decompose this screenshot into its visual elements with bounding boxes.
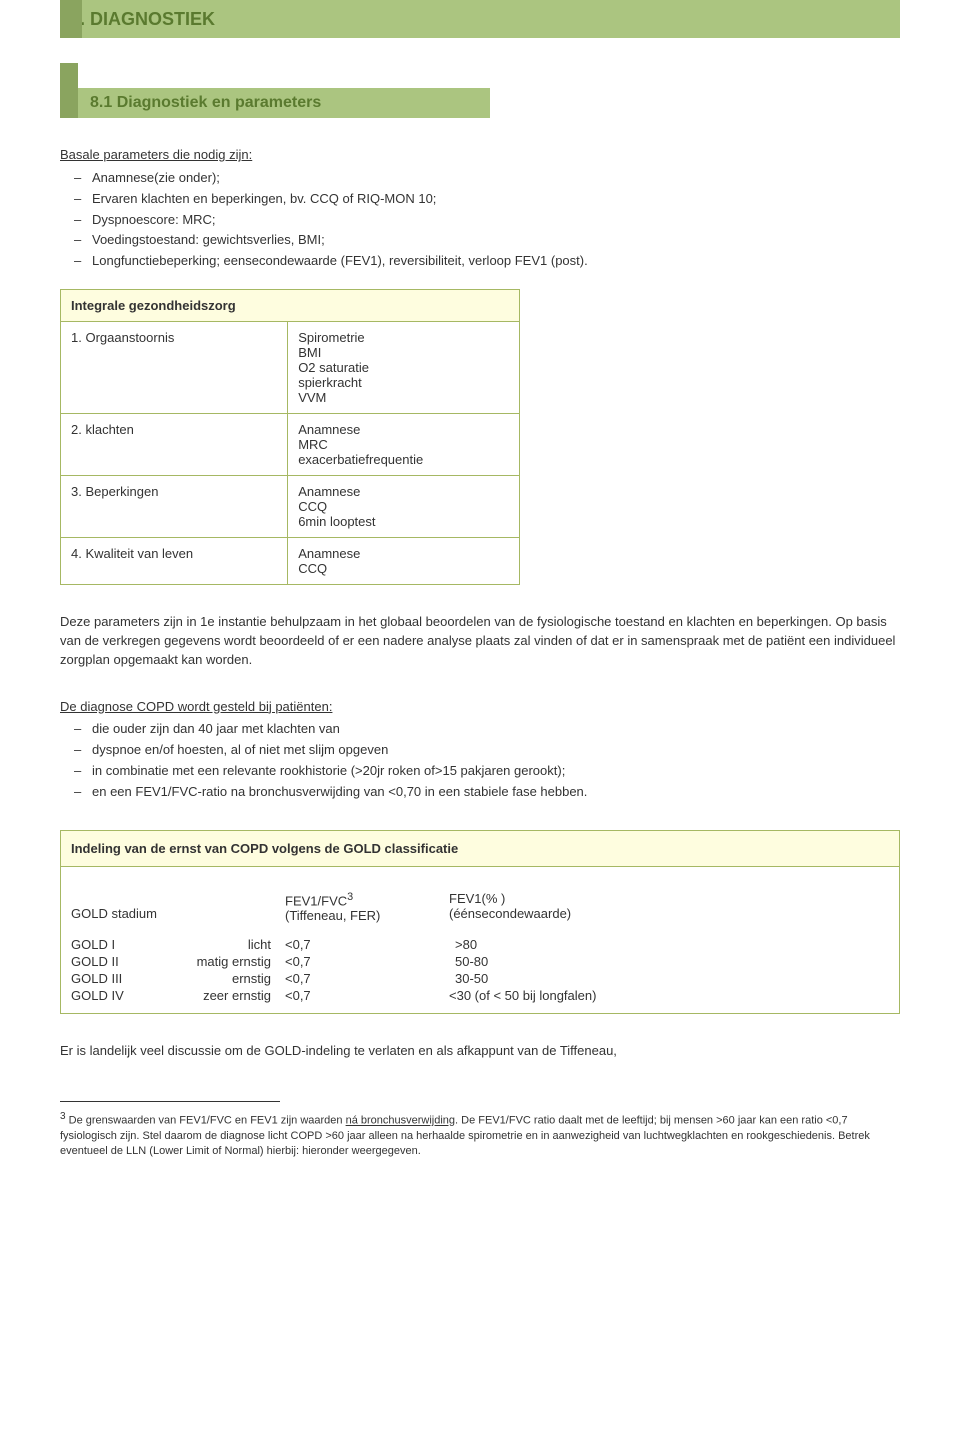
footnote-pre: De grenswaarden van FEV1/FVC en FEV1 zij… bbox=[66, 1115, 346, 1127]
subsection-header-accent bbox=[60, 63, 78, 118]
list-item: die ouder zijn dan 40 jaar met klachten … bbox=[92, 720, 900, 739]
intro-block: Basale parameters die nodig zijn: Anamne… bbox=[60, 146, 900, 271]
footnote-rule bbox=[60, 1101, 280, 1102]
diagnosis-heading: De diagnose COPD wordt gesteld bij patië… bbox=[60, 699, 332, 714]
table-row: 3. Beperkingen Anamnese CCQ 6min looptes… bbox=[61, 476, 520, 538]
gold-col2-sup: 3 bbox=[347, 891, 353, 903]
closing-paragraph: Er is landelijk veel discussie om de GOL… bbox=[60, 1042, 900, 1061]
gold-title: Indeling van de ernst van COPD volgens d… bbox=[61, 830, 900, 866]
table-header: Integrale gezondheidszorg bbox=[61, 290, 520, 322]
list-item: en een FEV1/FVC-ratio na bronchusverwijd… bbox=[92, 783, 900, 802]
gold-fvc: <0,7 bbox=[285, 971, 435, 986]
diagnosis-block: De diagnose COPD wordt gesteld bij patië… bbox=[60, 698, 900, 802]
integrale-table: Integrale gezondheidszorg 1. Orgaanstoor… bbox=[60, 289, 520, 585]
gold-grid: GOLD stadium FEV1/FVC3 (Tiffeneau, FER) … bbox=[71, 891, 889, 1003]
gold-col1-label: GOLD stadium bbox=[71, 891, 271, 923]
list-item: Anamnese(zie onder); bbox=[92, 169, 900, 188]
document-page: 8. DIAGNOSTIEK 8.1 Diagnostiek en parame… bbox=[0, 0, 960, 1220]
table-cell: Anamnese CCQ 6min looptest bbox=[288, 476, 520, 538]
table-cell: 3. Beperkingen bbox=[61, 476, 288, 538]
gold-fev1: 30-50 bbox=[449, 971, 889, 986]
gold-stage: GOLD IImatig ernstig bbox=[71, 954, 271, 969]
table-cell: Anamnese CCQ bbox=[288, 538, 520, 585]
gold-col2-label: FEV1/FVC3 (Tiffeneau, FER) bbox=[285, 891, 435, 923]
gold-stage: GOLD IIIernstig bbox=[71, 971, 271, 986]
table-row: 4. Kwaliteit van leven Anamnese CCQ bbox=[61, 538, 520, 585]
list-item: in combinatie met een relevante rookhist… bbox=[92, 762, 900, 781]
para-assessment: Deze parameters zijn in 1e instantie beh… bbox=[60, 613, 900, 670]
gold-col3-label: FEV1(% ) (éénsecondewaarde) bbox=[449, 891, 889, 923]
gold-stage: GOLD Ilicht bbox=[71, 937, 271, 952]
table-cell: 4. Kwaliteit van leven bbox=[61, 538, 288, 585]
gold-col1-text: GOLD stadium bbox=[71, 906, 157, 921]
table-row: 2. klachten Anamnese MRC exacerbatiefreq… bbox=[61, 414, 520, 476]
gold-col2-sub: (Tiffeneau, FER) bbox=[285, 908, 380, 923]
section-title: 8. DIAGNOSTIEK bbox=[70, 0, 900, 38]
section-header-accent bbox=[60, 0, 82, 38]
gold-stage: GOLD IVzeer ernstig bbox=[71, 988, 271, 1003]
gold-col3-text: FEV1(% ) bbox=[449, 891, 505, 906]
gold-fvc: <0,7 bbox=[285, 937, 435, 952]
gold-fvc: <0,7 bbox=[285, 988, 435, 1003]
diagnosis-list: die ouder zijn dan 40 jaar met klachten … bbox=[60, 720, 900, 801]
table-cell: Anamnese MRC exacerbatiefrequentie bbox=[288, 414, 520, 476]
list-item: Voedingstoestand: gewichtsverlies, BMI; bbox=[92, 231, 900, 250]
gold-table: Indeling van de ernst van COPD volgens d… bbox=[60, 830, 900, 1014]
spacer bbox=[71, 925, 889, 935]
gold-fev1: >80 bbox=[449, 937, 889, 952]
list-item: Longfunctiebeperking; eensecondewaarde (… bbox=[92, 252, 900, 271]
table-cell: 1. Orgaanstoornis bbox=[61, 322, 288, 414]
intro-heading: Basale parameters die nodig zijn: bbox=[60, 147, 252, 162]
gold-col3-sub: (éénsecondewaarde) bbox=[449, 906, 571, 921]
subsection-title: 8.1 Diagnostiek en parameters bbox=[60, 88, 490, 118]
list-item: dyspnoe en/of hoesten, al of niet met sl… bbox=[92, 741, 900, 760]
list-item: Ervaren klachten en beperkingen, bv. CCQ… bbox=[92, 190, 900, 209]
footnote: 3 De grenswaarden van FEV1/FVC en FEV1 z… bbox=[60, 1110, 900, 1160]
intro-list: Anamnese(zie onder); Ervaren klachten en… bbox=[60, 169, 900, 271]
table-cell: Spirometrie BMI O2 saturatie spierkracht… bbox=[288, 322, 520, 414]
footnote-underline: ná bronchusverwijding bbox=[346, 1115, 455, 1127]
gold-fev1: <30 (of < 50 bij longfalen) bbox=[449, 988, 889, 1003]
gold-fev1: 50-80 bbox=[449, 954, 889, 969]
gold-col2-text: FEV1/FVC bbox=[285, 893, 347, 908]
gold-fvc: <0,7 bbox=[285, 954, 435, 969]
list-item: Dyspnoescore: MRC; bbox=[92, 211, 900, 230]
table-cell: 2. klachten bbox=[61, 414, 288, 476]
subsection-header-strip: 8.1 Diagnostiek en parameters bbox=[60, 88, 490, 118]
table-row: 1. Orgaanstoornis Spirometrie BMI O2 sat… bbox=[61, 322, 520, 414]
section-header-strip: 8. DIAGNOSTIEK bbox=[60, 0, 900, 38]
gold-body: GOLD stadium FEV1/FVC3 (Tiffeneau, FER) … bbox=[61, 866, 900, 1013]
